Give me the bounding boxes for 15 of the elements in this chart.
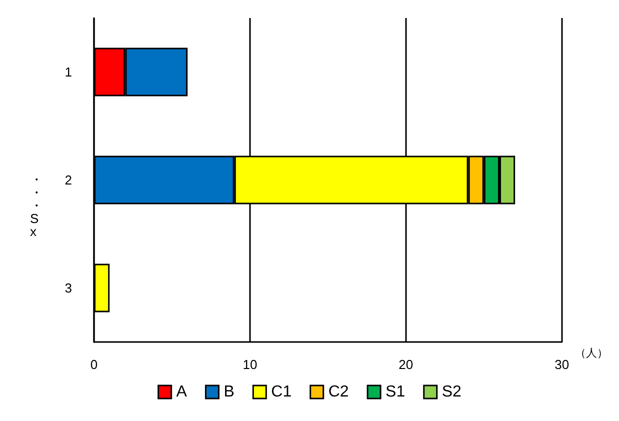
legend-label: A — [176, 384, 188, 400]
y-tick-label: 1 — [64, 64, 72, 80]
legend-label: S2 — [442, 384, 462, 400]
legend-label: S1 — [386, 384, 406, 400]
x-tick-label: 30 — [554, 357, 570, 372]
y-axis-title: ・・・Sx — [30, 172, 43, 239]
legend-label: C2 — [328, 384, 349, 400]
y-tick-label: 3 — [64, 280, 72, 296]
x-tick-label: 20 — [398, 357, 414, 372]
x-axis-title: （人） — [575, 348, 608, 360]
x-tick-label: 0 — [90, 357, 98, 372]
x-tick-label: 10 — [242, 357, 258, 372]
legend-label: B — [224, 384, 234, 400]
y-tick-label: 2 — [64, 172, 72, 188]
legend-label: C1 — [271, 384, 292, 400]
